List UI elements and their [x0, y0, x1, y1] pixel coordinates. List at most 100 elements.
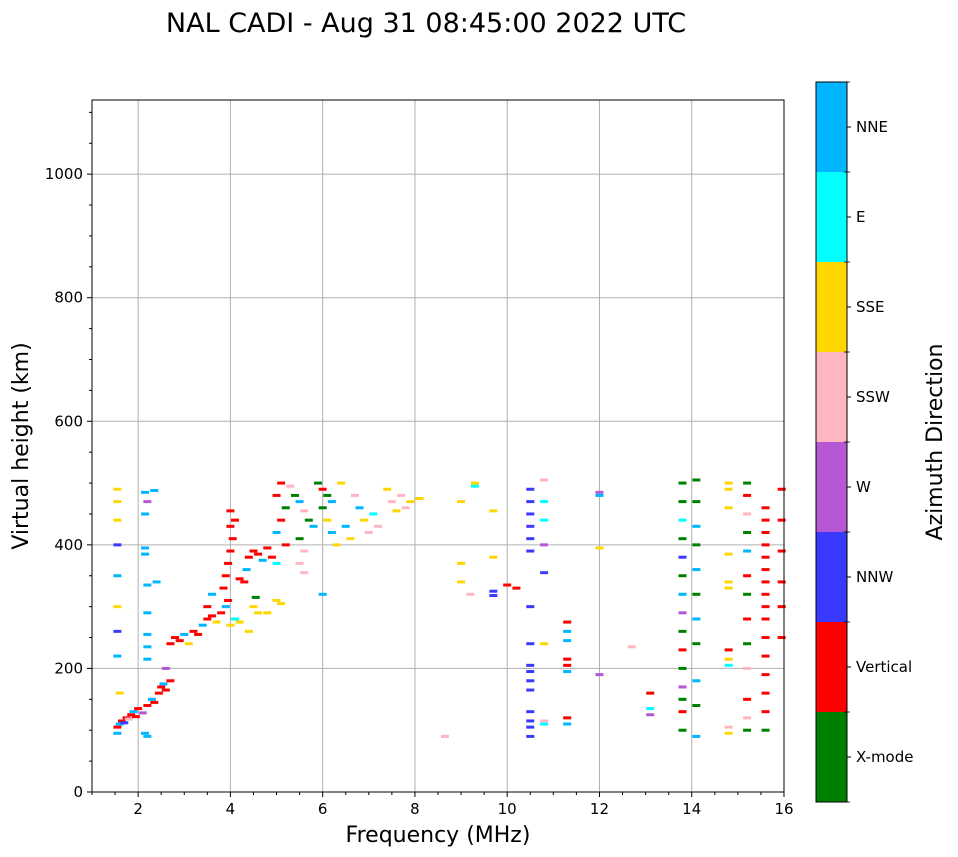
y-axis: 0 200 400 600 800 1000 — [45, 111, 92, 801]
echo-point-e — [646, 707, 655, 711]
echo-point-nnw — [113, 629, 122, 633]
echo-point-nne — [563, 629, 572, 633]
echo-point-e — [540, 500, 549, 504]
echo-point-vertical — [777, 518, 786, 522]
echo-point-sse — [212, 620, 221, 624]
echo-point-sse — [595, 546, 604, 550]
echo-point-sse — [392, 509, 401, 513]
echo-point-x-mode — [692, 704, 701, 707]
echo-point-sse — [489, 509, 498, 513]
echo-point-sse — [724, 487, 733, 491]
echo-point-vertical — [761, 691, 770, 695]
echo-point-x-mode — [295, 537, 304, 541]
echo-point-nne — [242, 568, 251, 572]
echo-point-nnw — [540, 571, 549, 575]
echo-point-x-mode — [678, 537, 687, 541]
echo-point-vertical — [161, 688, 170, 692]
colorbar-label: NNW — [856, 568, 893, 586]
echo-point-nnw — [526, 487, 535, 491]
echo-point-e — [540, 722, 549, 726]
echo-point-sse — [277, 602, 286, 606]
echo-point-vertical — [503, 583, 512, 587]
echo-point-vertical — [226, 549, 235, 553]
y-tick-label: 1000 — [45, 165, 83, 183]
echo-point-sse — [383, 487, 392, 491]
x-tick-label: 10 — [498, 800, 517, 818]
echo-point-vertical — [761, 710, 770, 714]
echo-point-w — [143, 500, 152, 504]
echo-point-vertical — [207, 614, 216, 618]
chart-title: NAL CADI - Aug 31 08:45:00 2022 UTC — [166, 8, 686, 39]
echo-point-w — [138, 711, 147, 715]
colorbar-label: SSW — [856, 388, 890, 406]
echo-point-sse — [360, 518, 369, 522]
echo-point-nne — [141, 490, 150, 494]
echo-point-vertical — [678, 710, 687, 714]
echo-point-vertical — [761, 531, 770, 534]
echo-point-ssw — [743, 666, 752, 670]
echo-point-nnw — [120, 721, 129, 725]
echo-point-sse — [724, 552, 733, 556]
echo-point-vertical — [219, 586, 228, 590]
echo-point-vertical — [563, 716, 572, 720]
echo-point-vertical — [224, 561, 233, 565]
echo-point-nne — [141, 552, 150, 556]
echo-point-x-mode — [743, 481, 752, 485]
echo-point-nne — [113, 731, 122, 735]
echo-point-sse — [115, 691, 124, 695]
echo-point-vertical — [777, 580, 786, 584]
echo-point-nne — [141, 512, 150, 516]
echo-point-nne — [563, 670, 572, 674]
echo-point-nne — [743, 549, 752, 553]
echo-point-nne — [159, 682, 168, 686]
echo-point-vertical — [761, 518, 770, 522]
echo-point-x-mode — [692, 592, 701, 596]
echo-point-sse — [244, 629, 253, 633]
echo-point-sse — [457, 500, 466, 504]
echo-point-vertical — [646, 691, 655, 695]
echo-point-nne — [113, 654, 122, 658]
echo-point-ssw — [364, 531, 373, 534]
echo-point-vertical — [228, 537, 237, 541]
echo-point-nne — [143, 583, 152, 587]
echo-point-ssw — [743, 716, 752, 720]
echo-point-x-mode — [304, 518, 313, 522]
echo-point-vertical — [166, 642, 175, 646]
echo-point-nne — [692, 734, 701, 738]
echo-point-x-mode — [678, 666, 687, 670]
echo-point-vertical — [131, 715, 140, 719]
echo-point-e — [272, 561, 281, 565]
echo-point-sse — [113, 605, 122, 609]
echo-point-x-mode — [692, 478, 701, 482]
echo-point-x-mode — [251, 595, 260, 599]
echo-point-vertical — [563, 657, 572, 661]
echo-point-vertical — [272, 493, 281, 497]
data-points — [113, 478, 786, 738]
echo-point-vertical — [226, 524, 235, 528]
echo-point-sse — [406, 500, 415, 504]
echo-point-w — [595, 490, 604, 494]
echo-point-sse — [332, 543, 341, 547]
echo-point-nne — [198, 623, 207, 627]
echo-point-nne — [692, 679, 701, 683]
echo-point-ssw — [300, 549, 309, 553]
echo-point-nnw — [489, 589, 498, 593]
echo-point-vertical — [235, 577, 244, 581]
echo-point-vertical — [563, 663, 572, 667]
x-tick-label: 2 — [133, 800, 143, 818]
echo-point-x-mode — [290, 493, 299, 497]
echo-point-vertical — [157, 685, 166, 689]
echo-point-vertical — [761, 555, 770, 559]
echo-point-x-mode — [692, 642, 701, 646]
echo-point-nne — [143, 632, 152, 636]
echo-point-vertical — [761, 506, 770, 510]
echo-point-vertical — [777, 549, 786, 553]
echo-point-sse — [415, 497, 424, 501]
x-tick-label: 14 — [682, 800, 701, 818]
echo-point-sse — [235, 620, 244, 624]
echo-point-nne — [141, 731, 150, 735]
echo-point-vertical — [240, 580, 249, 584]
echo-point-nne — [180, 632, 189, 636]
colorbar-segment-sse — [816, 262, 847, 352]
